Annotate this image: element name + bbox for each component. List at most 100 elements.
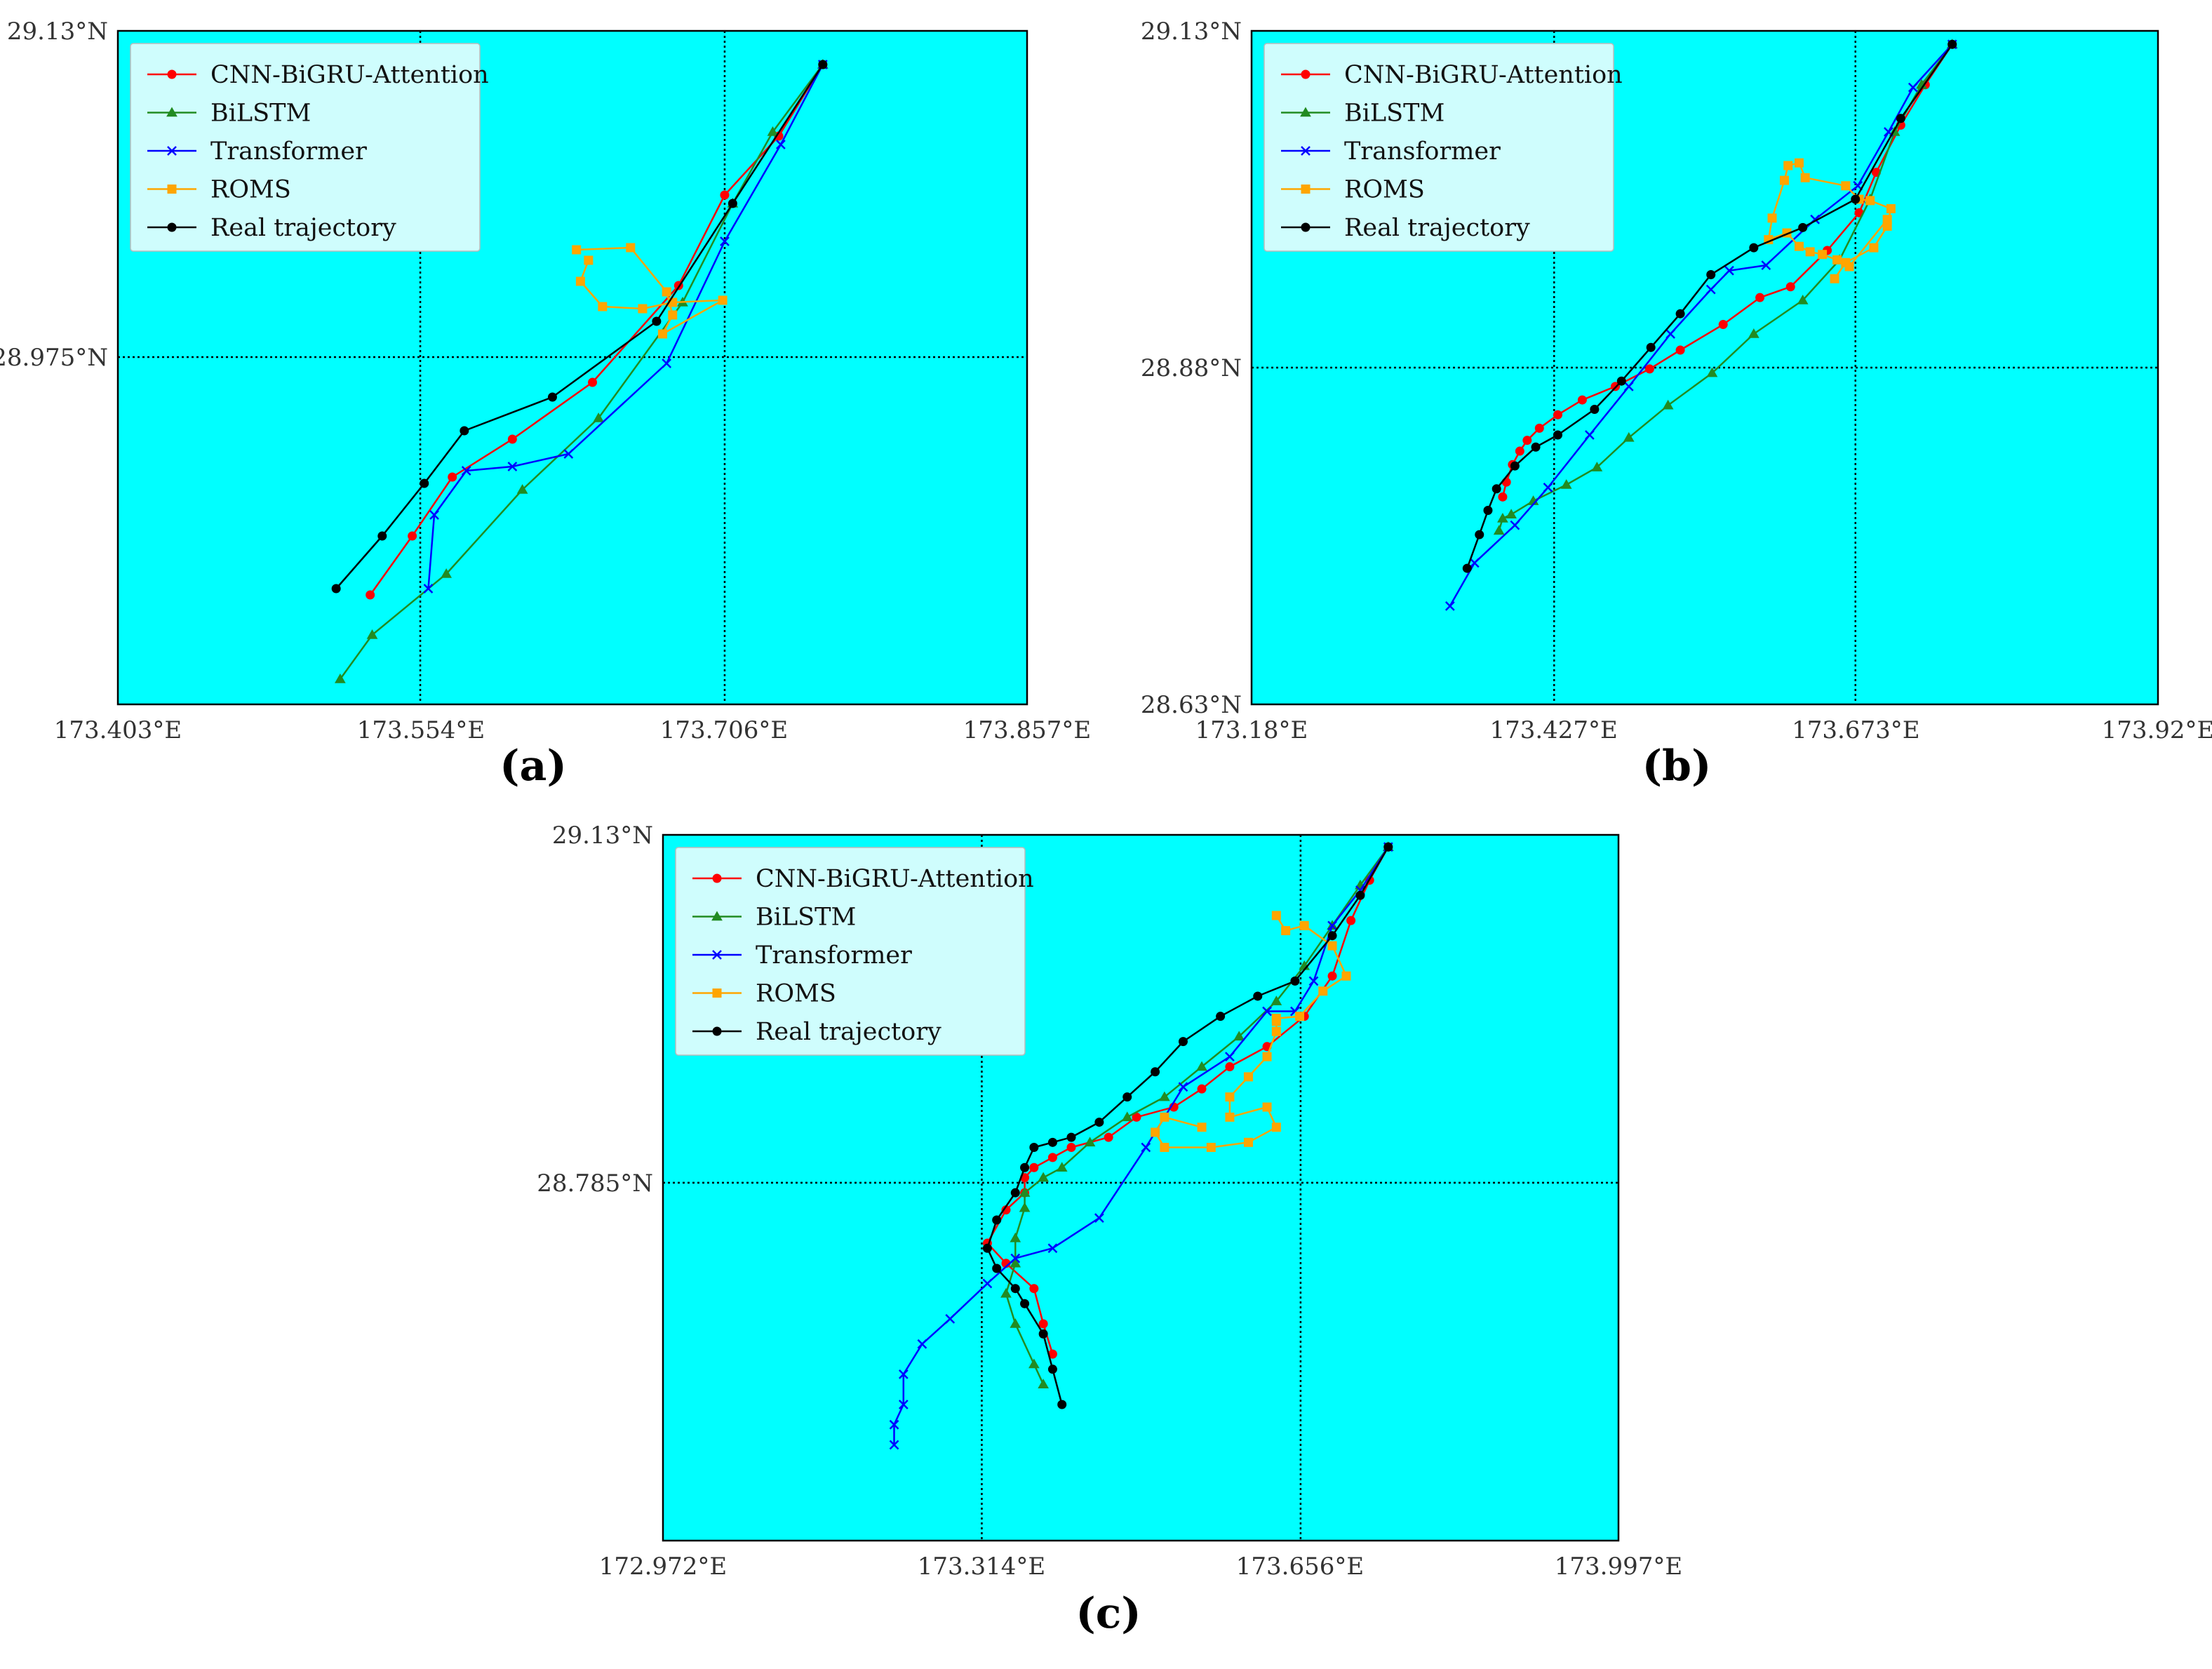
data-point — [1383, 842, 1393, 852]
legend-marker — [712, 950, 722, 960]
data-point — [1084, 1137, 1096, 1147]
data-point — [1493, 525, 1505, 535]
data-point — [992, 1264, 1002, 1273]
data-point — [1675, 345, 1685, 355]
data-point — [1675, 309, 1685, 319]
data-point — [1553, 410, 1562, 420]
data-point — [1662, 399, 1674, 410]
data-point — [366, 590, 375, 600]
legend-marker — [711, 911, 723, 921]
data-point — [1577, 395, 1587, 405]
data-point — [720, 190, 730, 200]
data-point — [1271, 911, 1281, 920]
series-transformer — [1444, 39, 1957, 611]
data-point — [1104, 1132, 1113, 1142]
data-point — [1462, 563, 1472, 573]
data-point — [1029, 1143, 1039, 1153]
data-point — [1706, 270, 1716, 280]
data-point — [1066, 1143, 1076, 1153]
data-point — [1646, 342, 1656, 352]
legend-marker — [712, 988, 722, 998]
data-point — [1841, 181, 1851, 191]
data-point — [1560, 479, 1572, 489]
data-point — [1206, 1143, 1216, 1153]
data-point — [1295, 1012, 1305, 1021]
data-point — [1243, 1137, 1253, 1147]
data-point — [335, 673, 346, 683]
data-point — [1262, 1102, 1272, 1112]
data-point — [1444, 601, 1455, 611]
data-point — [1216, 1012, 1226, 1021]
y-tick-label: 28.975°N — [0, 344, 108, 372]
data-point — [668, 310, 678, 320]
legend-marker — [167, 185, 177, 194]
series-transformer — [423, 60, 828, 594]
data-point — [1584, 430, 1595, 440]
data-point — [1019, 1202, 1031, 1212]
legend-item: Transformer — [1281, 138, 1501, 166]
legend-item: CNN-BiGRU-Attention — [692, 865, 1034, 893]
data-point — [584, 255, 594, 265]
legend-item: ROMS — [147, 176, 291, 204]
data-point — [718, 295, 728, 305]
data-point — [982, 1243, 992, 1253]
legend-marker — [1301, 146, 1311, 156]
data-point — [1038, 1172, 1050, 1182]
data-point — [1896, 114, 1905, 123]
data-point — [1553, 430, 1562, 440]
data-point — [1665, 329, 1675, 339]
data-point — [1327, 971, 1337, 981]
plot-frame — [116, 29, 1028, 706]
data-point — [1160, 1143, 1169, 1153]
data-point — [1761, 260, 1771, 270]
data-point — [1623, 381, 1634, 391]
data-point — [377, 531, 387, 541]
data-point — [1038, 1319, 1048, 1329]
data-point — [1178, 1037, 1188, 1047]
y-tick-label: 29.13°N — [7, 18, 108, 46]
series-real-trajectory — [331, 60, 828, 594]
legend-item: Real trajectory — [692, 1018, 941, 1046]
data-point — [547, 392, 557, 402]
data-point — [1057, 1400, 1067, 1409]
data-point — [460, 426, 469, 436]
legend-marker — [1301, 222, 1311, 232]
legend-marker — [1300, 107, 1311, 117]
data-point — [1225, 1092, 1235, 1102]
data-point — [1748, 328, 1759, 338]
data-point — [1271, 996, 1282, 1005]
data-point — [1800, 173, 1810, 182]
data-point — [1531, 442, 1541, 452]
legend-label: Transformer — [1344, 138, 1501, 166]
data-point — [992, 1215, 1002, 1225]
legend-label: CNN-BiGRU-Attention — [210, 61, 489, 89]
data-point — [461, 466, 471, 476]
data-point — [1010, 1284, 1020, 1294]
legend-item: ROMS — [692, 980, 836, 1008]
data-point — [1327, 920, 1337, 931]
data-point — [1047, 1153, 1057, 1162]
data-point — [1783, 161, 1793, 170]
y-tick-label: 28.63°N — [1141, 691, 1242, 719]
data-point — [662, 287, 671, 297]
data-point — [945, 1313, 956, 1324]
data-point — [662, 358, 672, 368]
legend: CNN-BiGRU-Attention BiLSTM Transformer ROMS… — [675, 847, 1034, 1056]
data-point — [1029, 1284, 1039, 1294]
legend-label: Real trajectory — [1344, 214, 1530, 242]
data-point — [1047, 1137, 1057, 1147]
legend-label: ROMS — [756, 980, 836, 1008]
data-point — [1705, 284, 1716, 295]
data-point — [1160, 1112, 1169, 1122]
legend-box — [675, 847, 1026, 1056]
data-point — [1832, 255, 1842, 264]
x-tick-label: 173.656°E — [1236, 1553, 1364, 1581]
legend-item: BiLSTM — [147, 100, 311, 128]
series-line — [1498, 43, 1953, 531]
data-point — [982, 1278, 993, 1289]
panel-label: (b) — [1642, 742, 1712, 791]
data-point — [1724, 265, 1734, 276]
data-point — [1805, 247, 1815, 257]
data-point — [1000, 1287, 1012, 1298]
